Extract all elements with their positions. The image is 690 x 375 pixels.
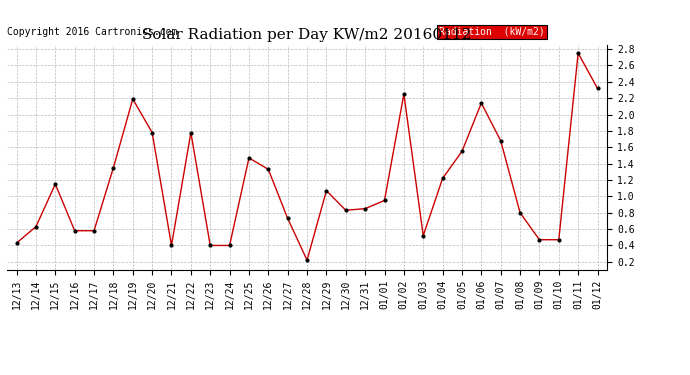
Text: Radiation  (kW/m2): Radiation (kW/m2) (439, 27, 545, 37)
Title: Solar Radiation per Day KW/m2 20160112: Solar Radiation per Day KW/m2 20160112 (142, 28, 472, 42)
Text: Copyright 2016 Cartronics.com: Copyright 2016 Cartronics.com (7, 27, 177, 37)
